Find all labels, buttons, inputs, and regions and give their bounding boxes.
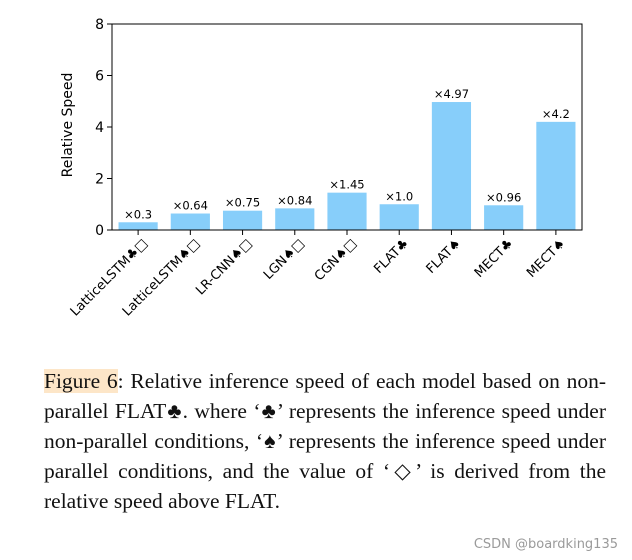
x-tick-label: FLAT♣ (371, 236, 412, 277)
y-tick-label: 4 (95, 120, 104, 136)
y-axis-label: Relative Speed (60, 73, 76, 178)
bar-value-label: ×0.84 (277, 193, 312, 207)
x-tick-label: LR-CNN♠□ (193, 236, 255, 298)
y-tick-label: 6 (95, 69, 104, 85)
caption-text: : Relative inference speed of each model… (44, 369, 606, 513)
plot-area: ×0.3 ×0.64 ×0.75 ×0.84 ×1.45 ×1.0 ×4.97 ×0.96 ×4… (68, 17, 583, 319)
y-tick-label: 2 (95, 172, 104, 188)
bar-chart: ×0.3 ×0.64 ×0.75 ×0.84 ×1.45 ×1.0 ×4.97 ×0.96 ×4… (60, 17, 583, 319)
x-tick-label: MECT♠ (524, 236, 569, 281)
bar (379, 204, 419, 230)
bar-value-label: ×0.3 (124, 207, 152, 221)
bar (118, 222, 158, 230)
bar (536, 121, 576, 230)
bar-value-label: ×0.96 (486, 190, 521, 204)
y-tick-label: 8 (95, 17, 104, 33)
bar (431, 102, 472, 230)
bar-value-label: ×0.64 (173, 199, 208, 213)
x-tick-label: MECT♣ (472, 236, 517, 281)
figure-caption: Figure 6: Relative inference speed of ea… (44, 366, 606, 516)
watermark: CSDN @boardking135 (473, 537, 618, 552)
x-tick-label: CGN♠□ (312, 236, 360, 284)
x-tick-label: LGN♠□ (261, 236, 308, 283)
bar-value-label: ×4.2 (542, 107, 570, 121)
bar (275, 208, 315, 230)
x-tick-label: FLAT♠ (424, 236, 465, 277)
bar (484, 205, 524, 230)
bar (327, 192, 367, 230)
bar-value-label: ×0.75 (225, 196, 260, 210)
bar (170, 213, 210, 230)
y-tick-label: 0 (95, 223, 104, 239)
bar (222, 210, 263, 230)
figure-label: Figure 6 (44, 369, 118, 393)
bar-value-label: ×1.45 (329, 178, 364, 192)
bar-value-label: ×1.0 (385, 189, 413, 203)
bar-value-label: ×4.97 (434, 87, 469, 101)
